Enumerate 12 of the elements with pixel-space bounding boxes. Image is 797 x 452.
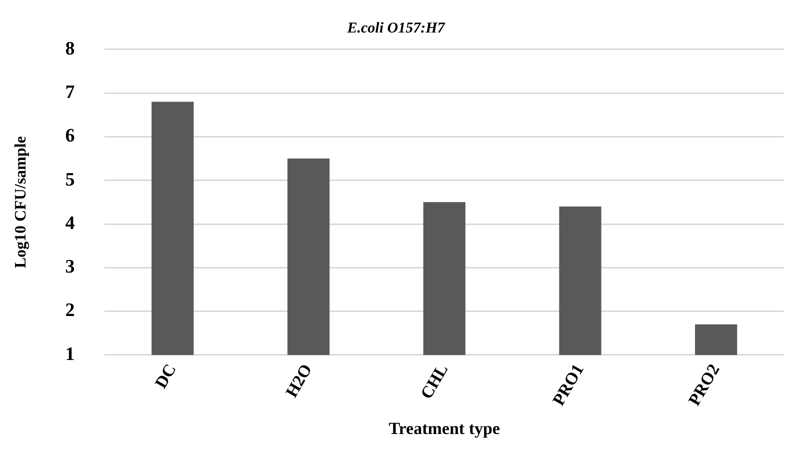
y-axis-title: Log10 CFU/sample	[12, 136, 30, 268]
chart-title: E.coli O157:H7	[346, 20, 446, 36]
y-tick-label: 4	[65, 212, 76, 234]
y-tick-label: 7	[65, 82, 76, 103]
y-tick-label: 2	[65, 300, 75, 322]
y-tick-label: 8	[65, 38, 75, 60]
y-tick-label: 5	[65, 169, 75, 190]
y-tick-label: 1	[65, 344, 75, 365]
x-tick-label: DC	[151, 360, 180, 392]
y-tick-label: 3	[65, 256, 75, 278]
x-axis-title: Treatment type	[388, 419, 500, 438]
y-tick-label: 6	[65, 126, 75, 147]
